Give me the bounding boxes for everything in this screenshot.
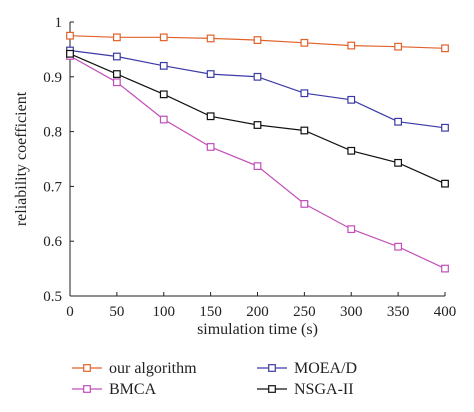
legend-label: our algorithm xyxy=(109,360,197,377)
x-tick-label: 350 xyxy=(387,304,410,320)
data-point xyxy=(394,242,403,251)
legend: our algorithm MOEA/D BMCA NSGA-II xyxy=(72,360,357,398)
x-tick-label: 100 xyxy=(153,304,176,320)
legend-marker xyxy=(268,364,276,372)
x-tick-label: 0 xyxy=(66,304,74,320)
legend-label: MOEA/D xyxy=(294,360,357,377)
axes xyxy=(69,22,445,297)
data-point xyxy=(441,44,449,53)
data-point xyxy=(300,38,309,47)
data-point xyxy=(66,31,74,40)
data-point xyxy=(206,70,215,78)
series-nsga-ii xyxy=(66,49,449,188)
y-tick-label: 0.9 xyxy=(43,70,62,86)
data-point xyxy=(253,72,262,81)
data-point xyxy=(112,33,121,42)
x-tick-label: 250 xyxy=(293,304,316,320)
y-tick-label: 0.6 xyxy=(43,234,62,250)
data-point xyxy=(300,89,309,98)
data-point xyxy=(300,126,309,135)
data-point xyxy=(112,52,121,61)
data-point xyxy=(159,115,168,124)
data-point xyxy=(394,42,403,51)
data-point xyxy=(253,36,262,44)
legend-item-nsga-ii: NSGA-II xyxy=(257,381,354,398)
x-tick-label: 400 xyxy=(434,304,457,320)
y-axis-label: reliability coefficient xyxy=(13,91,30,226)
data-point xyxy=(394,158,403,167)
data-point xyxy=(206,34,215,43)
data-point xyxy=(159,90,168,99)
data-point xyxy=(206,143,215,151)
data-point xyxy=(253,162,262,171)
data-point xyxy=(347,95,356,104)
legend-label: NSGA-II xyxy=(294,381,354,398)
data-point xyxy=(441,123,449,132)
x-tick-label: 50 xyxy=(109,304,124,320)
series xyxy=(66,31,449,273)
data-point xyxy=(300,200,309,208)
data-point xyxy=(66,49,74,58)
x-tick-label: 300 xyxy=(340,304,363,320)
series-moea-d xyxy=(66,46,449,132)
data-point xyxy=(441,264,449,273)
y-tick-label: 0.7 xyxy=(43,179,62,195)
legend-item-moea-d: MOEA/D xyxy=(257,360,357,377)
legend-label: BMCA xyxy=(109,381,157,398)
data-point xyxy=(159,33,168,42)
y-tick-label: 1 xyxy=(55,15,63,31)
data-point xyxy=(112,78,121,87)
legend-marker xyxy=(83,385,91,393)
series-our-algorithm xyxy=(66,31,449,53)
data-point xyxy=(394,117,403,126)
data-point xyxy=(347,225,356,234)
ticks: 0 50 100 150 200 250 300 350 400 0.5 0.6 0.7 0.8 0.9 1 xyxy=(43,15,456,320)
legend-item-our-algorithm: our algorithm xyxy=(72,360,197,377)
data-point xyxy=(206,112,215,121)
x-tick-label: 200 xyxy=(246,304,269,320)
y-tick-label: 0.5 xyxy=(43,289,62,305)
data-point xyxy=(159,61,168,70)
legend-item-bmca: BMCA xyxy=(72,381,157,398)
data-point xyxy=(347,41,356,50)
data-point xyxy=(347,146,356,155)
data-point xyxy=(112,70,121,78)
x-axis-label: simulation time (s) xyxy=(197,321,318,338)
x-tick-label: 150 xyxy=(199,304,222,320)
legend-marker xyxy=(268,385,276,393)
y-tick-label: 0.8 xyxy=(43,125,62,141)
series-bmca xyxy=(66,52,449,273)
legend-marker xyxy=(83,364,91,372)
data-point xyxy=(441,179,449,188)
data-point xyxy=(253,121,262,129)
